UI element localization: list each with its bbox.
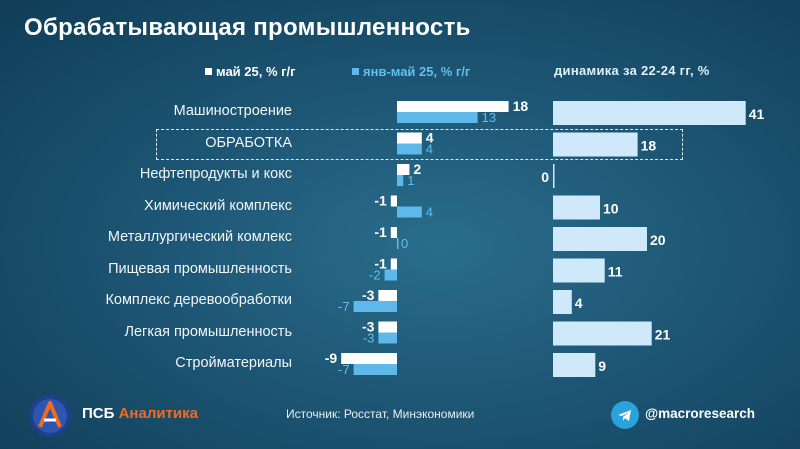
bar-janmay bbox=[378, 332, 397, 344]
label-dynamics: 0 bbox=[541, 169, 549, 185]
label-dynamics: 18 bbox=[641, 138, 657, 154]
legend-janmay: янв-май 25, % г/г bbox=[352, 64, 470, 79]
bar-dynamics bbox=[553, 164, 555, 188]
label-dynamics: 21 bbox=[655, 327, 671, 343]
label-dynamics: 41 bbox=[749, 106, 765, 122]
label-janmay: 4 bbox=[426, 205, 433, 220]
category-label: ОБРАБОТКА bbox=[205, 134, 292, 151]
label-janmay: -7 bbox=[338, 362, 350, 377]
legend-may: май 25, % г/г bbox=[205, 64, 296, 79]
dynamics-title: динамика за 22-24 гг, % bbox=[554, 63, 710, 78]
bar-may bbox=[397, 101, 509, 112]
legend-janmay-label: янв-май 25, % г/г bbox=[363, 64, 471, 79]
label-janmay: 4 bbox=[426, 142, 433, 157]
category-label: Машиностроение bbox=[173, 103, 292, 119]
bar-dynamics bbox=[553, 195, 600, 220]
bar-may bbox=[397, 164, 410, 175]
category-label: Металлургический комлекс bbox=[107, 229, 292, 245]
label-may: 18 bbox=[513, 98, 529, 114]
bar-dynamics bbox=[553, 321, 652, 346]
category-label: Комплекс деревообработки bbox=[105, 292, 292, 308]
label-may: 2 bbox=[413, 161, 421, 177]
bar-may bbox=[390, 195, 397, 207]
bar-janmay bbox=[397, 175, 404, 186]
bar-dynamics bbox=[553, 353, 596, 377]
label-may: -1 bbox=[374, 224, 387, 240]
label-may: -3 bbox=[362, 319, 375, 335]
category-label: Легкая промышленность bbox=[124, 323, 292, 340]
label-janmay: -3 bbox=[363, 331, 375, 346]
source-note: Источник: Росстат, Минэкономики bbox=[286, 407, 475, 421]
label-janmay: -2 bbox=[369, 268, 381, 283]
bar-janmay bbox=[384, 269, 397, 281]
bar-may bbox=[390, 227, 397, 238]
legend-may-label: май 25, % г/г bbox=[216, 64, 296, 79]
bar-dynamics bbox=[553, 132, 638, 157]
bar-dynamics bbox=[553, 101, 746, 125]
bar-dynamics bbox=[553, 227, 647, 251]
label-may: -1 bbox=[374, 256, 387, 272]
category-label: Пищевая промышленность bbox=[108, 260, 292, 277]
brand-accent: Аналитика bbox=[118, 405, 198, 422]
bar-may bbox=[378, 290, 397, 301]
label-may: -3 bbox=[362, 287, 375, 303]
bar-janmay bbox=[397, 206, 422, 218]
legend-janmay-swatch bbox=[352, 68, 359, 75]
telegram-icon[interactable] bbox=[611, 401, 639, 429]
bar-may bbox=[397, 132, 422, 144]
brand-main: ПСБ bbox=[82, 405, 115, 422]
psb-logo-icon bbox=[29, 395, 71, 437]
label-dynamics: 10 bbox=[603, 201, 619, 217]
brand-name: ПСБ Аналитика bbox=[82, 405, 198, 422]
bar-janmay bbox=[353, 364, 397, 375]
telegram-channel-link[interactable]: @macroresearch bbox=[645, 406, 755, 421]
label-dynamics: 20 bbox=[650, 232, 666, 248]
bar-may bbox=[390, 258, 397, 270]
label-may: 4 bbox=[426, 130, 434, 146]
legend-may-swatch bbox=[205, 68, 212, 75]
bar-dynamics bbox=[553, 258, 605, 283]
label-janmay: -7 bbox=[338, 299, 350, 314]
label-janmay: 13 bbox=[482, 110, 496, 125]
highlight-box-total bbox=[156, 129, 683, 160]
label-dynamics: 9 bbox=[598, 358, 606, 374]
category-label: Химический комплекс bbox=[144, 197, 292, 214]
label-janmay: 1 bbox=[407, 173, 414, 188]
bar-may bbox=[341, 353, 397, 364]
category-label: Нефтепродукты и кокс bbox=[139, 166, 292, 182]
bar-dynamics bbox=[553, 290, 572, 314]
label-may: -1 bbox=[374, 193, 387, 209]
label-may: -9 bbox=[325, 350, 338, 366]
label-dynamics: 4 bbox=[575, 295, 583, 311]
label-janmay: 0 bbox=[401, 236, 408, 251]
bar-janmay bbox=[353, 301, 397, 312]
bar-janmay bbox=[397, 238, 399, 249]
chart-title: Обрабатывающая промышленность bbox=[24, 14, 471, 41]
bar-janmay bbox=[397, 112, 478, 123]
bar-janmay bbox=[397, 143, 422, 155]
bar-may bbox=[378, 321, 397, 333]
label-dynamics: 11 bbox=[608, 264, 623, 280]
category-label: Стройматериалы bbox=[175, 355, 292, 371]
